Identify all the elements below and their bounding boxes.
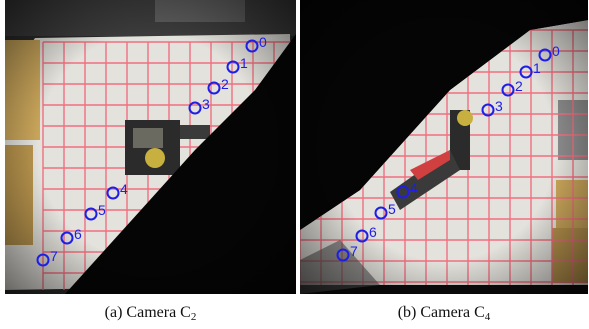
marker-label: 5 [388,201,396,217]
marker-3: 3 [481,98,503,117]
marker-label: 4 [120,181,128,197]
marker-label: 1 [533,60,541,76]
caption-b: (b) Camera C4 [397,304,491,323]
marker-0: 0 [245,34,267,53]
marker-4: 4 [396,180,418,199]
marker-label: 6 [74,226,82,242]
marker-circle [36,253,50,267]
marker-4: 4 [106,181,128,200]
marker-circle [501,83,515,97]
marker-circle [538,48,552,62]
marker-circle [207,81,221,95]
marker-circle [60,231,74,245]
marker-5: 5 [84,202,106,221]
marker-label: 5 [98,202,106,218]
marker-label: 3 [202,96,210,112]
marker-7: 7 [36,248,58,267]
marker-0: 0 [538,43,560,62]
marker-circle [396,185,410,199]
marker-circle [245,39,259,53]
marker-circle [336,248,350,262]
marker-label: 4 [410,180,418,196]
marker-1: 1 [519,60,541,79]
marker-7: 7 [336,243,358,262]
marker-label: 2 [515,78,523,94]
marker-circle [84,207,98,221]
marker-circle [481,103,495,117]
marker-label: 0 [552,43,560,59]
marker-circle [519,65,533,79]
marker-label: 7 [50,248,58,264]
marker-6: 6 [355,224,377,243]
marker-circle [106,186,120,200]
marker-5: 5 [374,201,396,220]
caption-a: (a) Camera C2 [104,304,197,323]
marker-label: 0 [259,34,267,50]
marker-2: 2 [207,76,229,95]
marker-3: 3 [188,96,210,115]
marker-label: 2 [221,76,229,92]
marker-label: 1 [240,55,248,71]
marker-label: 6 [369,224,377,240]
marker-label: 3 [495,98,503,114]
marker-1: 1 [226,55,248,74]
marker-2: 2 [501,78,523,97]
marker-label: 7 [350,243,358,259]
marker-circle [355,229,369,243]
marker-circle [226,60,240,74]
marker-6: 6 [60,226,82,245]
marker-circle [188,101,202,115]
marker-circle [374,206,388,220]
